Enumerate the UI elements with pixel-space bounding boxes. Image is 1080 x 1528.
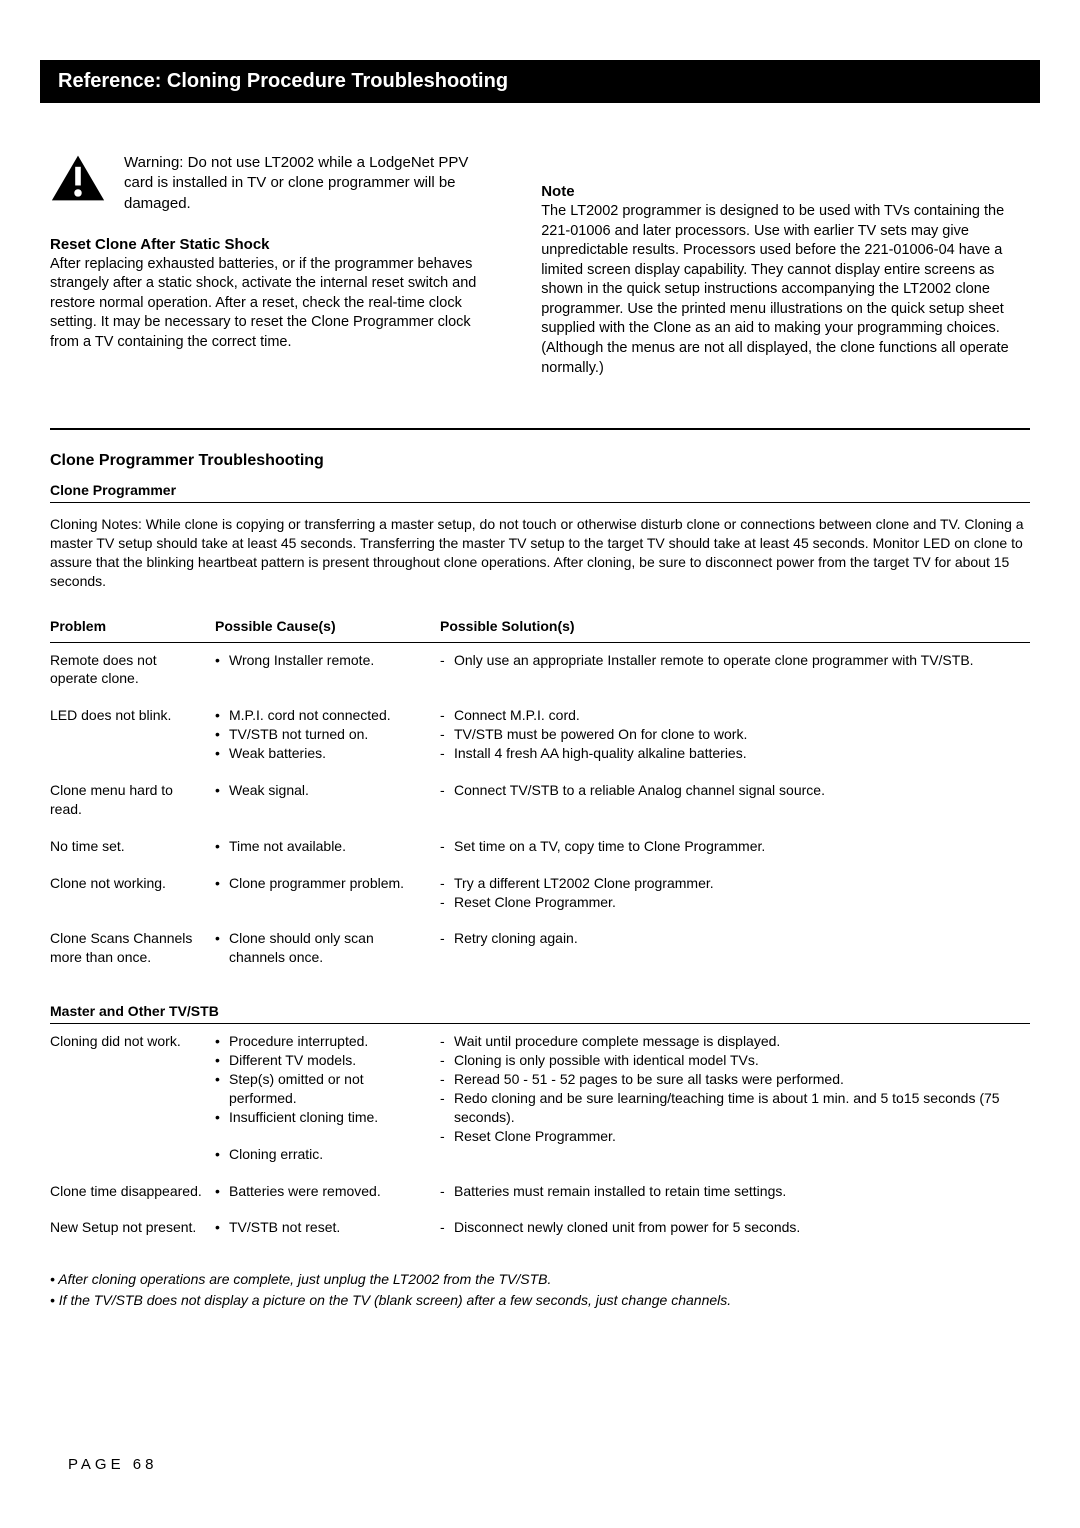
cloning-notes: Cloning Notes: While clone is copying or… xyxy=(50,515,1030,591)
col-problem: Problem xyxy=(50,611,215,642)
section-divider xyxy=(50,428,1030,430)
troubleshooting-table-1: Problem Possible Cause(s) Possible Solut… xyxy=(50,611,1030,978)
solution-cell: -Only use an appropriate Installer remot… xyxy=(440,642,1030,698)
col-solution: Possible Solution(s) xyxy=(440,611,1030,642)
note-heading: Note xyxy=(541,183,1030,200)
header-bar: Reference: Cloning Procedure Troubleshoo… xyxy=(40,60,1040,103)
left-column: Warning: Do not use LT2002 while a Lodge… xyxy=(50,153,501,378)
reset-body: After replacing exhausted batteries, or … xyxy=(50,255,501,353)
cause-cell: •TV/STB not reset. xyxy=(215,1210,440,1247)
problem-cell: No time set. xyxy=(50,829,215,866)
top-columns: Warning: Do not use LT2002 while a Lodge… xyxy=(50,153,1030,378)
cause-cell: •Time not available. xyxy=(215,829,440,866)
cause-cell: •Wrong Installer remote. xyxy=(215,642,440,698)
page-title: Reference: Cloning Procedure Troubleshoo… xyxy=(58,70,1022,93)
table-row: Clone menu hard to read.•Weak signal.-Co… xyxy=(50,773,1030,829)
footnotes: • After cloning operations are complete,… xyxy=(50,1269,1030,1310)
footnote-2: • If the TV/STB does not display a pictu… xyxy=(50,1290,1030,1310)
troubleshooting-heading: Clone Programmer Troubleshooting xyxy=(50,452,1030,470)
table-row: Clone time disappeared.•Batteries were r… xyxy=(50,1174,1030,1211)
problem-cell: Remote does not operate clone. xyxy=(50,642,215,698)
table-row: Clone Scans Channels more than once.•Clo… xyxy=(50,921,1030,977)
problem-cell: LED does not blink. xyxy=(50,698,215,773)
cause-cell: •Procedure interrupted.•Different TV mod… xyxy=(215,1024,440,1173)
table-row: Remote does not operate clone.•Wrong Ins… xyxy=(50,642,1030,698)
cause-cell: •M.P.I. cord not connected.•TV/STB not t… xyxy=(215,698,440,773)
problem-cell: Clone Scans Channels more than once. xyxy=(50,921,215,977)
problem-cell: Cloning did not work. xyxy=(50,1024,215,1173)
col-cause: Possible Cause(s) xyxy=(215,611,440,642)
table1-heading: Clone Programmer xyxy=(50,482,1030,498)
solution-cell: -Retry cloning again. xyxy=(440,921,1030,977)
note-body: The LT2002 programmer is designed to be … xyxy=(541,202,1030,378)
problem-cell: Clone menu hard to read. xyxy=(50,773,215,829)
solution-cell: -Batteries must remain installed to reta… xyxy=(440,1174,1030,1211)
solution-cell: -Set time on a TV, copy time to Clone Pr… xyxy=(440,829,1030,866)
table-row: Cloning did not work.•Procedure interrup… xyxy=(50,1024,1030,1173)
problem-cell: New Setup not present. xyxy=(50,1210,215,1247)
table-row: New Setup not present.•TV/STB not reset.… xyxy=(50,1210,1030,1247)
warning-text: Warning: Do not use LT2002 while a Lodge… xyxy=(124,153,501,214)
footnote-1: • After cloning operations are complete,… xyxy=(50,1269,1030,1289)
table-row: No time set.•Time not available.-Set tim… xyxy=(50,829,1030,866)
table-rule xyxy=(50,502,1030,503)
table2-heading: Master and Other TV/STB xyxy=(50,1003,1030,1019)
page-number: PAGE 68 xyxy=(68,1456,157,1473)
right-column: Note The LT2002 programmer is designed t… xyxy=(541,153,1030,378)
cause-cell: •Clone programmer problem. xyxy=(215,866,440,922)
warning-block: Warning: Do not use LT2002 while a Lodge… xyxy=(50,153,501,214)
problem-cell: Clone not working. xyxy=(50,866,215,922)
table-row: Clone not working.•Clone programmer prob… xyxy=(50,866,1030,922)
solution-cell: -Connect M.P.I. cord.-TV/STB must be pow… xyxy=(440,698,1030,773)
reset-heading: Reset Clone After Static Shock xyxy=(50,236,501,253)
problem-cell: Clone time disappeared. xyxy=(50,1174,215,1211)
troubleshooting-table-2: Cloning did not work.•Procedure interrup… xyxy=(50,1024,1030,1247)
solution-cell: -Disconnect newly cloned unit from power… xyxy=(440,1210,1030,1247)
warning-icon xyxy=(50,153,106,203)
cause-cell: •Clone should only scan channels once. xyxy=(215,921,440,977)
cause-cell: •Batteries were removed. xyxy=(215,1174,440,1211)
solution-cell: -Wait until procedure complete message i… xyxy=(440,1024,1030,1173)
table-row: LED does not blink.•M.P.I. cord not conn… xyxy=(50,698,1030,773)
solution-cell: -Connect TV/STB to a reliable Analog cha… xyxy=(440,773,1030,829)
cause-cell: •Weak signal. xyxy=(215,773,440,829)
solution-cell: -Try a different LT2002 Clone programmer… xyxy=(440,866,1030,922)
